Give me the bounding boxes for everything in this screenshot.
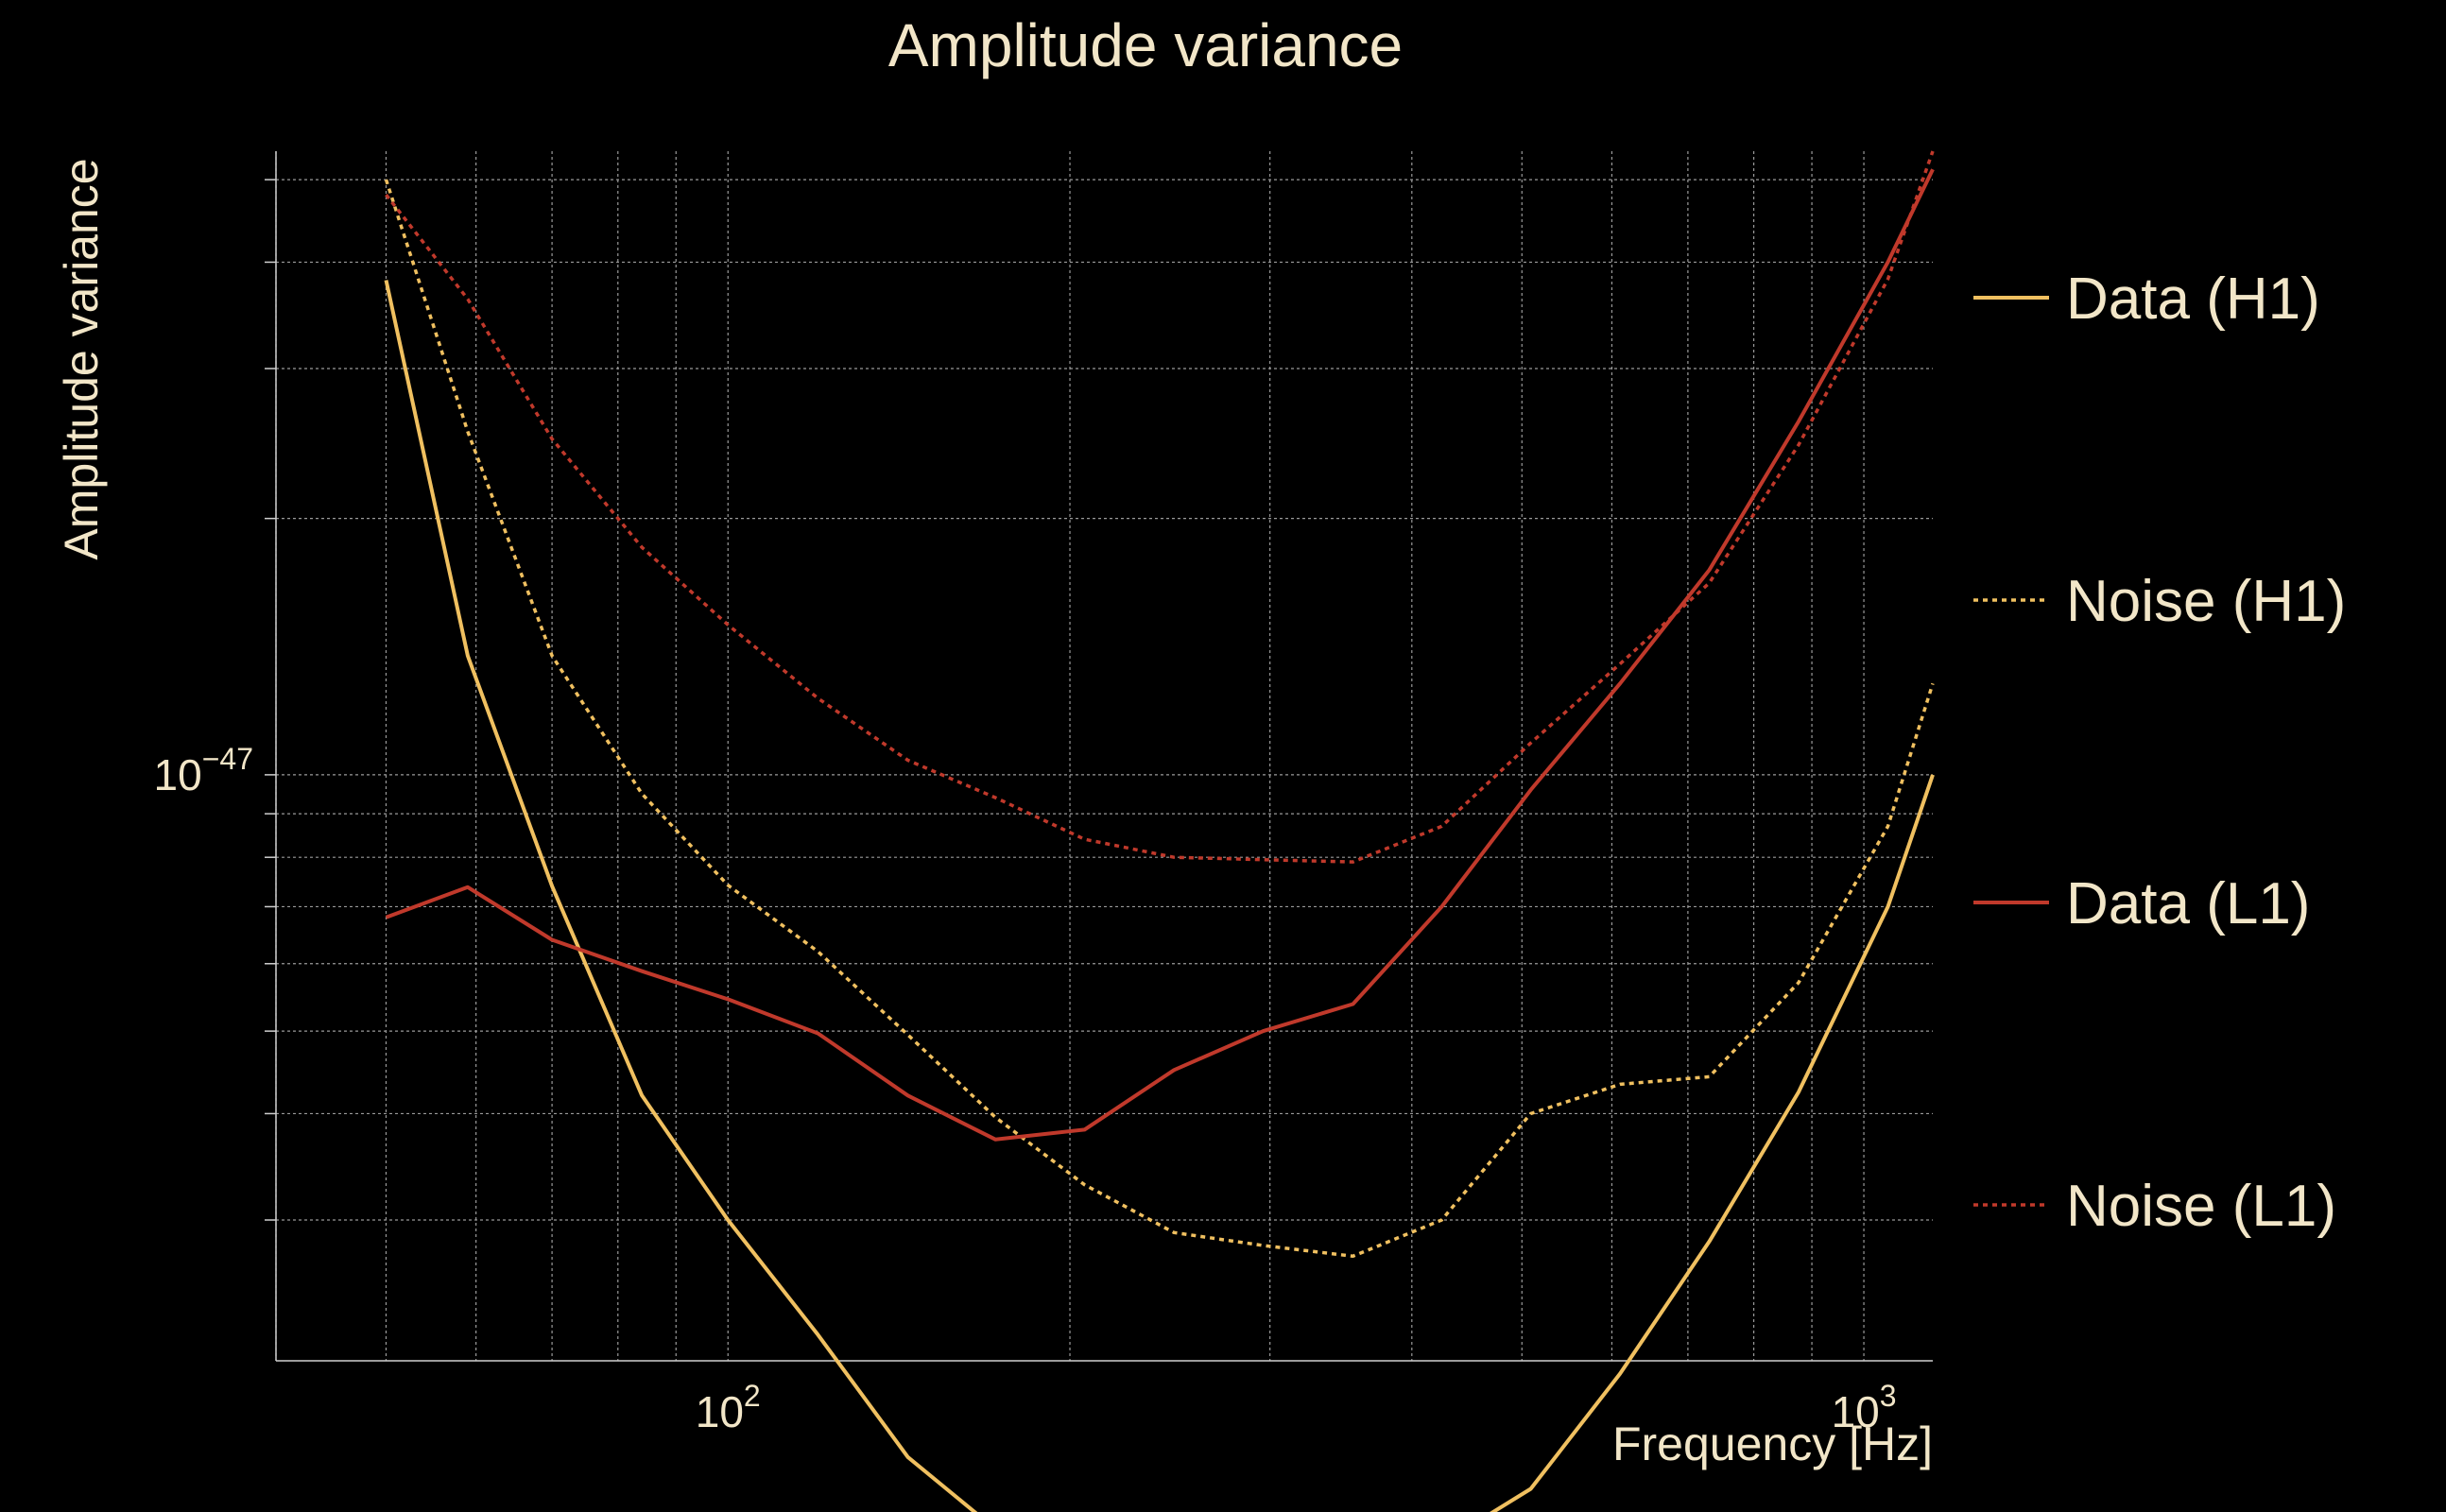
legend-label: Data (L1) <box>2066 871 2310 936</box>
x-tick-base: 10 <box>1832 1387 1880 1436</box>
grid <box>265 151 1933 1361</box>
legend-item: Data (L1) <box>1973 871 2310 936</box>
x-axis-label: Frequency [Hz] <box>1612 1418 1933 1470</box>
x-tick-base: 10 <box>696 1387 744 1436</box>
legend-label: Noise (H1) <box>2066 569 2346 634</box>
x-tick-exponent: 3 <box>1880 1379 1897 1413</box>
x-tick-label: 102 <box>696 1379 761 1436</box>
x-tick-exponent: 2 <box>744 1379 761 1413</box>
x-tick-label: 103 <box>1832 1379 1897 1436</box>
legend-item: Noise (H1) <box>1973 569 2346 634</box>
legend: Data (H1) Noise (H1) Data (L1) Noise (L1) <box>1973 266 2346 1239</box>
series-line-noise-h1 <box>384 179 1935 1259</box>
series-line-data-h1 <box>384 280 1935 1512</box>
y-tick-label: 10−47 <box>154 742 253 799</box>
y-tick-base: 10 <box>154 750 202 799</box>
series-line-noise-l1 <box>385 150 1935 864</box>
y-axis-label: Amplitude variance <box>55 158 108 559</box>
legend-item: Data (H1) <box>1973 266 2320 332</box>
series-line-data-l1 <box>385 168 1935 1142</box>
legend-label: Noise (L1) <box>2066 1174 2336 1239</box>
series <box>384 150 1935 1512</box>
legend-label: Data (H1) <box>2066 266 2320 332</box>
legend-item: Noise (L1) <box>1973 1174 2336 1239</box>
chart-title: Amplitude variance <box>888 11 1403 79</box>
axes <box>275 151 1933 1362</box>
y-tick-exponent: −47 <box>202 742 253 776</box>
